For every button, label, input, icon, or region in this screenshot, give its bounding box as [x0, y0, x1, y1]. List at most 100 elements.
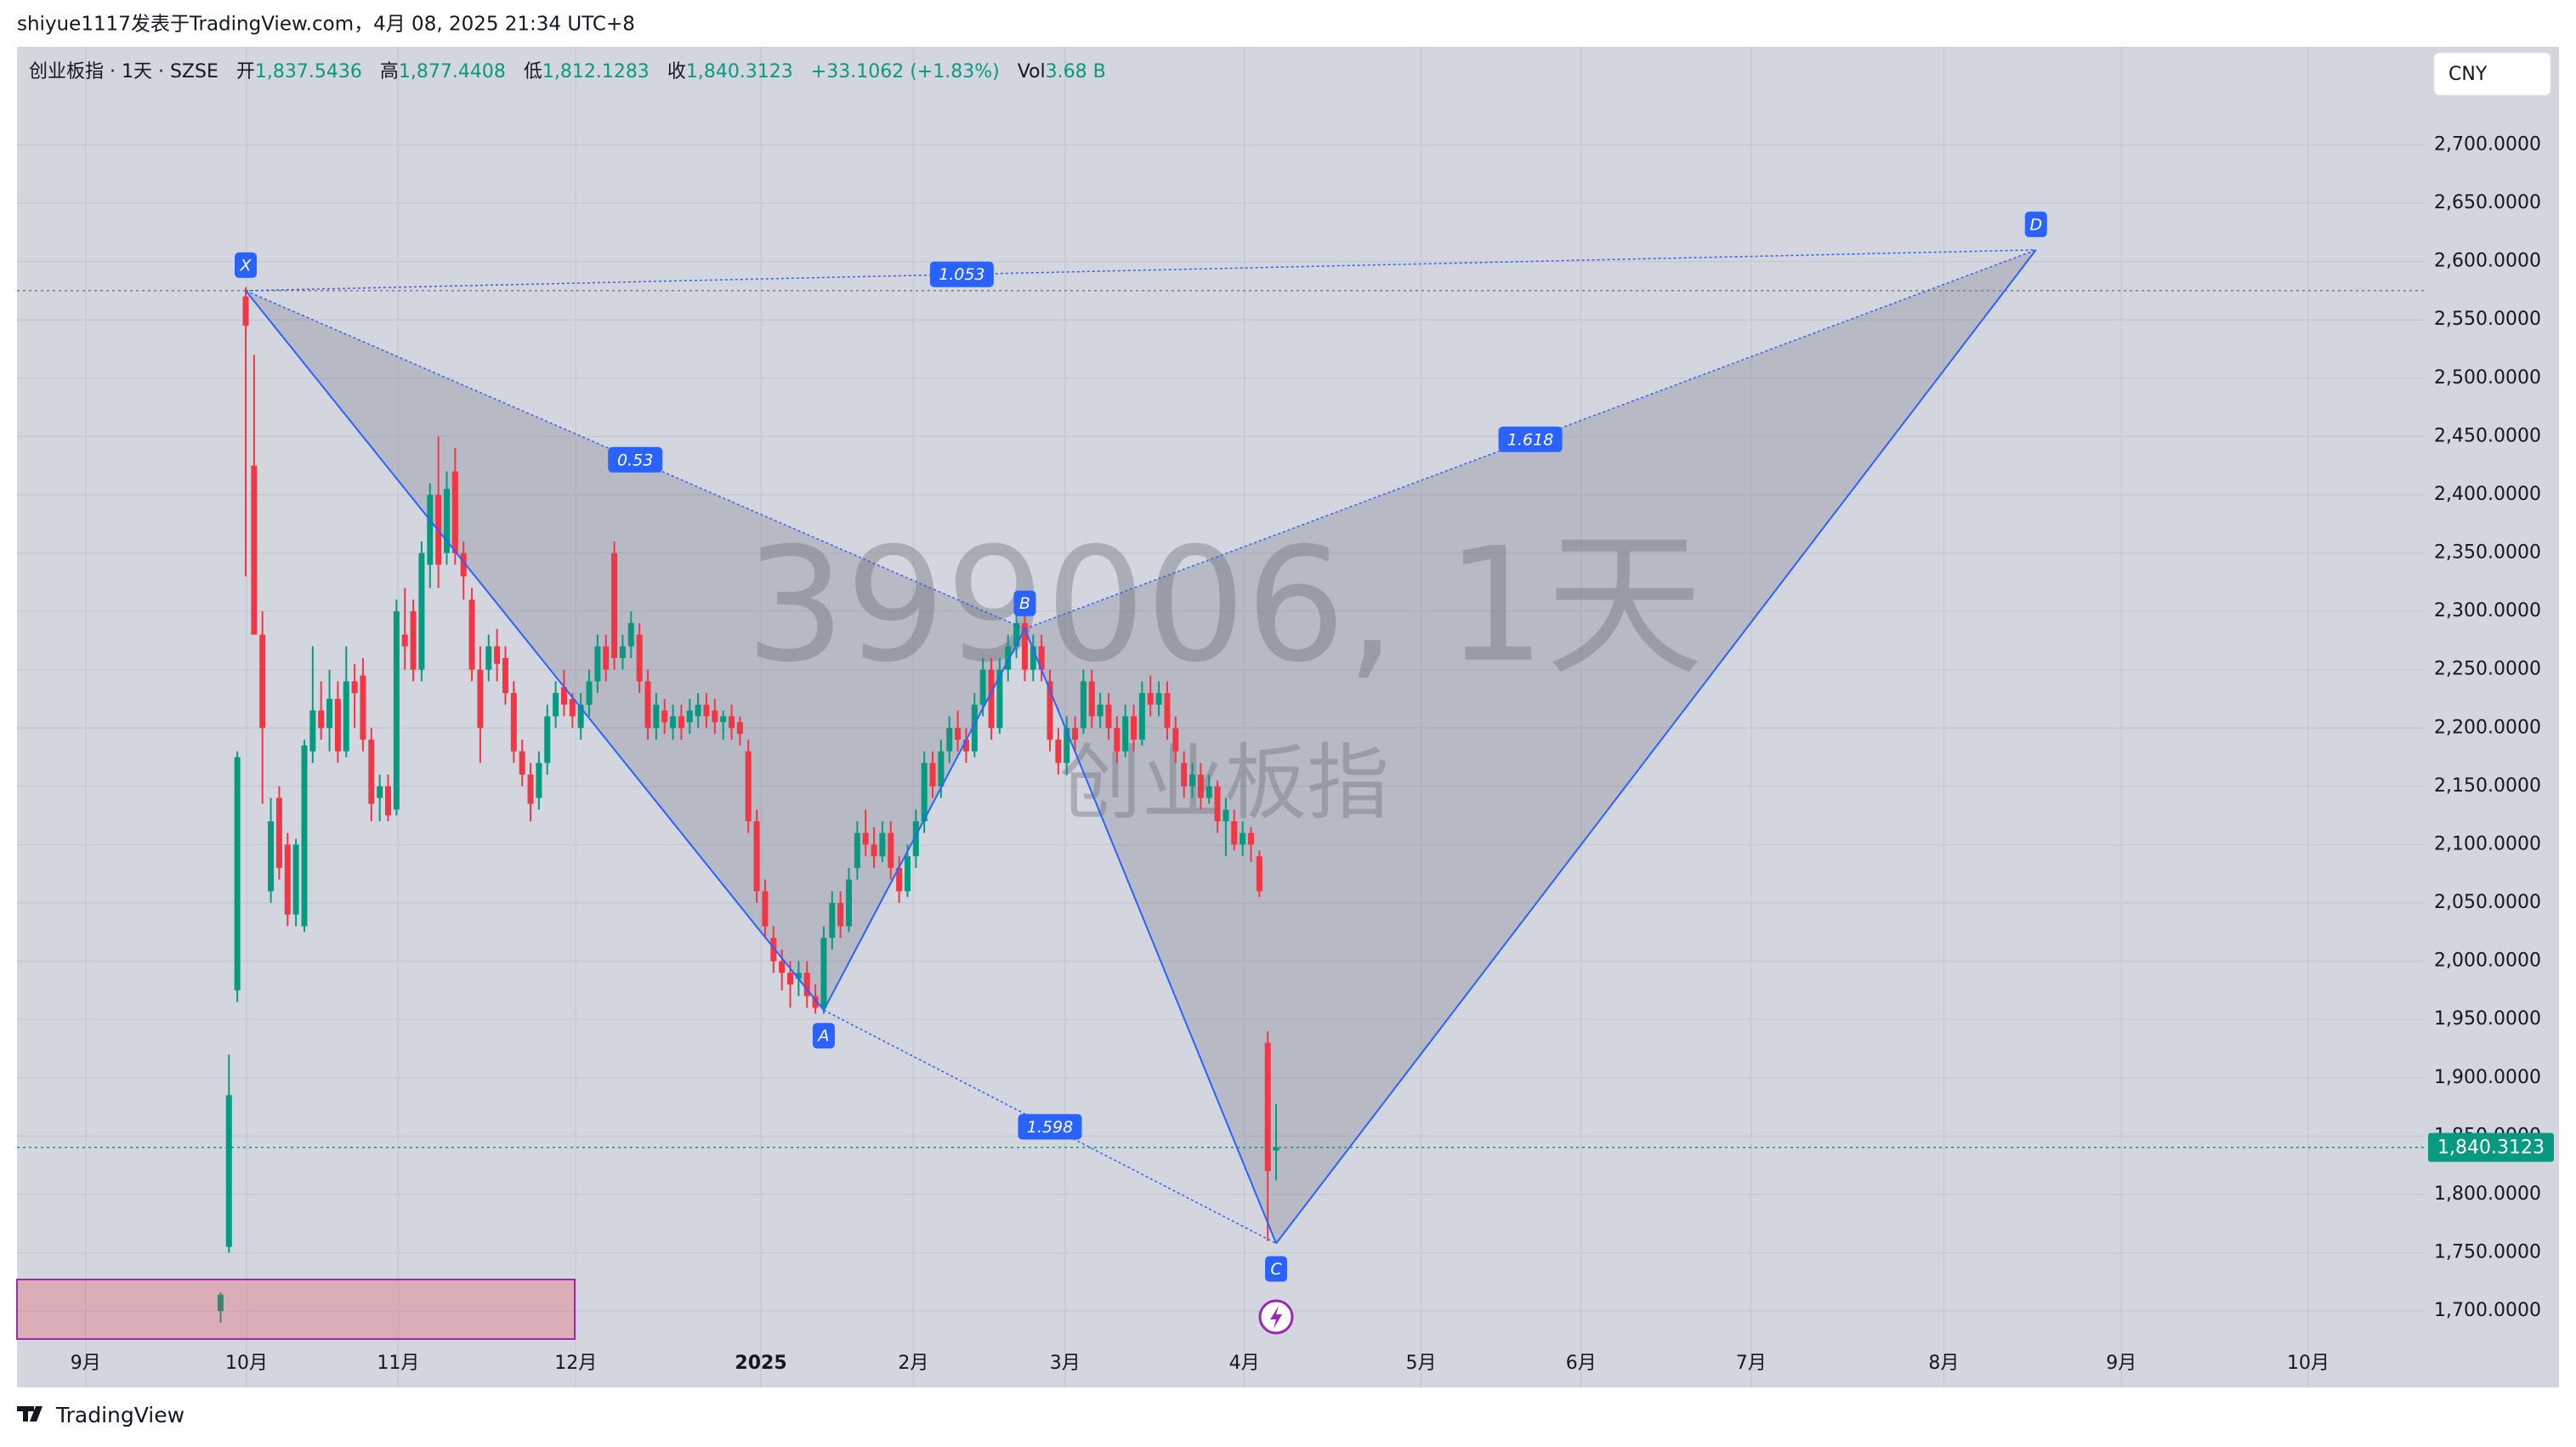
candle-body [1055, 739, 1062, 763]
pane [17, 47, 2559, 1387]
vol-label: Vol [1018, 61, 1046, 82]
candle-body [644, 681, 651, 729]
candle-body [360, 675, 366, 740]
x-tick-label: 9月 [71, 1353, 101, 1374]
change: +33.1062 (+1.83%) [811, 61, 1000, 82]
candle-body [653, 704, 660, 729]
candle-body [896, 867, 903, 892]
y-tick-label: 2,650.0000 [2434, 192, 2541, 213]
pattern-point-label-bg [1265, 1256, 1288, 1282]
x-tick-label: 9月 [2106, 1353, 2136, 1374]
candle-body [318, 710, 325, 729]
candle-body [410, 611, 417, 670]
legend: 创业板指 · 1天 · SZSE 开1,837.5436 高1,877.4408… [29, 61, 1106, 82]
candle-body [904, 856, 911, 892]
candle-body [368, 739, 375, 804]
candle-body [494, 646, 501, 664]
candle-body [1240, 832, 1246, 845]
candle-body [736, 722, 743, 735]
pattern-ratio: 1.618 [1507, 430, 1553, 449]
y-tick-label: 1,800.0000 [2434, 1183, 2541, 1205]
candle-body [753, 821, 760, 892]
candle-body [594, 646, 601, 682]
candle-body [444, 489, 451, 553]
close: 1,840.3123 [686, 61, 793, 82]
lightning [1270, 1306, 1282, 1329]
candle-body [1189, 775, 1195, 786]
pattern-point-label-bg [235, 252, 258, 278]
candle-body [1122, 716, 1129, 752]
candle-body [343, 681, 349, 752]
candle-body [284, 844, 291, 915]
currency-button[interactable] [2433, 52, 2551, 96]
y-tick-label: 1,700.0000 [2434, 1300, 2541, 1321]
candle-body [1231, 821, 1238, 845]
candle-body [636, 634, 643, 682]
x-tick-label: 3月 [1050, 1353, 1081, 1374]
low-label: 低 [524, 61, 542, 82]
candle-body [553, 693, 559, 717]
symbol: 创业板指 · 1天 · SZSE [29, 61, 218, 82]
x-tick-label: 5月 [1406, 1353, 1437, 1374]
candle-body [1072, 728, 1079, 740]
candle-body [1088, 681, 1095, 717]
open: 1,837.5436 [255, 61, 362, 82]
candle-body [1197, 775, 1204, 798]
pattern-leg [823, 628, 1026, 1011]
candle-body [1064, 728, 1070, 763]
pattern-ratio-bg [929, 261, 994, 287]
candle-body [427, 494, 434, 565]
range-box [16, 1279, 576, 1340]
candle-body [820, 938, 827, 1008]
candle-body [401, 634, 408, 647]
y-tick-label: 2,500.0000 [2434, 367, 2541, 389]
candle-body [1030, 646, 1036, 670]
x-tick-label: 10月 [225, 1353, 268, 1374]
x-tick-label: 2月 [898, 1353, 928, 1374]
candle-body [502, 657, 508, 694]
y-tick-label: 2,400.0000 [2434, 484, 2541, 505]
candle-body [468, 599, 475, 670]
y-tick-label: 1,900.0000 [2434, 1067, 2541, 1088]
x-tick-label: 7月 [1736, 1353, 1767, 1374]
candle-body [888, 832, 894, 868]
candle-body [829, 903, 836, 939]
candle-body [1114, 728, 1121, 752]
candle-body [577, 704, 584, 729]
candle-body [1021, 622, 1028, 670]
pattern-ratio-bg [608, 446, 663, 473]
candle-body [720, 716, 727, 723]
y-tick-label: 2,000.0000 [2434, 950, 2541, 972]
low: 1,812.1283 [542, 61, 650, 82]
y-tick-label: 2,550.0000 [2434, 309, 2541, 330]
candle-body [1097, 704, 1104, 717]
pattern-point-label: D [2029, 215, 2042, 234]
pattern-ratio-bg [1498, 426, 1563, 452]
candle-body [1147, 693, 1154, 705]
candle-body [661, 710, 668, 723]
candle-body [460, 553, 467, 576]
watermark: 399006, 1天 [746, 514, 1704, 697]
last-price-tag [2428, 1132, 2554, 1162]
candle-body [686, 710, 693, 723]
y-tick-label: 2,700.0000 [2434, 133, 2541, 155]
candle-body [451, 471, 458, 553]
x-tick-label: 8月 [1928, 1353, 1959, 1374]
candle-body [309, 710, 316, 752]
pattern-fill [1024, 249, 2036, 1244]
pattern-ratio: 1.598 [1027, 1118, 1073, 1137]
candle-body [292, 844, 299, 915]
candle-body [619, 646, 626, 658]
candle-body [377, 786, 383, 798]
candle-body [670, 716, 677, 729]
brand-logo [17, 1406, 43, 1421]
candle-body [1013, 622, 1020, 647]
candle-body [1172, 728, 1179, 752]
candle-body [510, 693, 517, 752]
candle-body [1214, 786, 1221, 822]
x-tick-label: 10月 [2287, 1353, 2329, 1374]
candle-body [586, 681, 593, 705]
